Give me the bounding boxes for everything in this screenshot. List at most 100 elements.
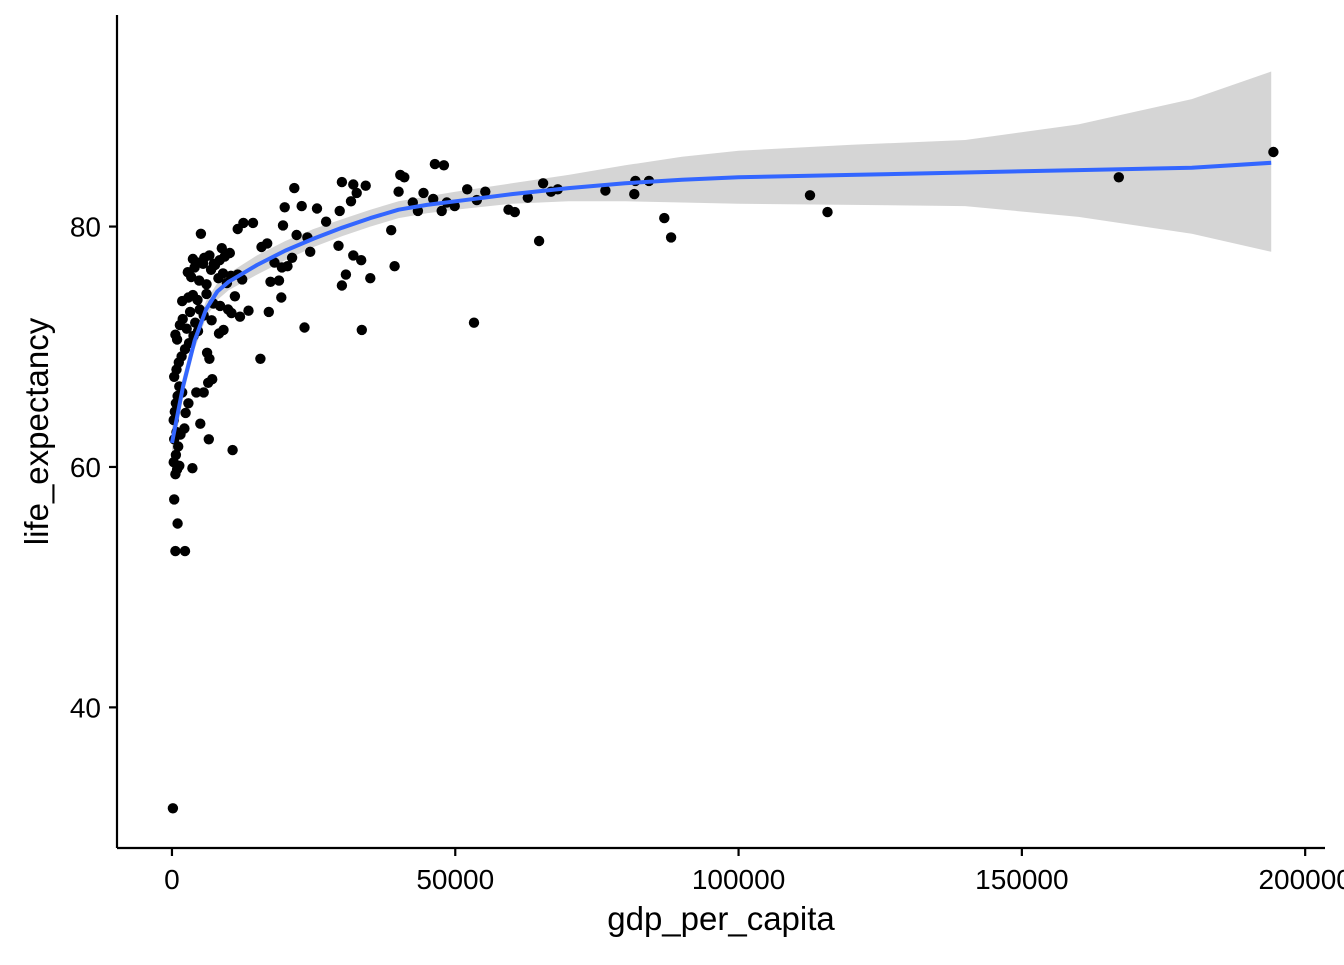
y-tick-label: 60: [70, 452, 101, 483]
x-axis-title: gdp_per_capita: [607, 900, 835, 937]
data-point-18: [227, 444, 238, 456]
data-point-62: [192, 294, 203, 306]
data-point-152: [629, 188, 640, 200]
data-point-120: [365, 273, 376, 284]
data-point-43: [171, 334, 183, 345]
smooth-fit-line: [170, 160, 1272, 444]
data-point-45: [177, 313, 188, 325]
data-point-10: [170, 449, 182, 461]
smooth-line-layer: [170, 160, 1272, 444]
data-point-124: [336, 176, 348, 188]
data-point-123: [351, 187, 362, 199]
data-point-136: [436, 205, 447, 217]
data-point-146: [522, 192, 533, 203]
data-point-25: [180, 407, 191, 419]
data-point-105: [277, 220, 289, 231]
data-point-155: [659, 212, 670, 224]
data-point-51: [206, 315, 217, 326]
data-point-107: [291, 229, 302, 241]
data-point-40: [204, 353, 215, 364]
data-point-68: [243, 305, 254, 316]
y-tick-label: 40: [70, 692, 101, 723]
data-point-65: [214, 300, 226, 312]
data-point-135: [428, 193, 439, 205]
data-point-1: [170, 545, 181, 557]
data-point-99: [262, 238, 273, 249]
data-point-41: [255, 353, 266, 364]
data-point-92: [224, 247, 235, 259]
data-point-102: [269, 257, 280, 268]
data-point-157: [804, 190, 816, 201]
data-point-119: [356, 255, 367, 266]
x-tick-label: 0: [164, 864, 180, 895]
y-tick-label: 80: [70, 212, 101, 243]
data-point-158: [822, 206, 833, 218]
data-point-46: [181, 323, 192, 334]
data-point-115: [333, 240, 344, 251]
data-point-8: [187, 463, 198, 474]
data-point-151: [600, 185, 611, 196]
data-point-109: [305, 246, 316, 257]
data-point-94: [195, 228, 207, 239]
y-axis-ticks: 40 60 80: [70, 212, 117, 723]
data-point-128: [389, 261, 400, 272]
confidence-band-layer: [172, 71, 1272, 461]
data-point-26: [183, 398, 194, 409]
data-point-122: [345, 196, 357, 207]
data-point-48: [190, 317, 201, 328]
data-point-145: [509, 206, 520, 218]
data-point-27: [191, 387, 202, 398]
data-point-93: [216, 243, 227, 254]
data-point-127: [386, 225, 397, 236]
data-point-147: [533, 235, 545, 247]
x-tick-label: 150000: [975, 864, 1068, 895]
data-point-57: [356, 324, 367, 336]
points-layer: [167, 146, 1279, 814]
x-tick-label: 50000: [416, 864, 494, 895]
data-point-160: [1268, 146, 1279, 158]
data-point-4: [169, 494, 180, 505]
data-point-110: [279, 202, 290, 213]
x-axis-ticks: 0 50000 100000 150000 200000: [164, 848, 1344, 895]
data-point-139: [429, 158, 441, 170]
data-point-113: [311, 203, 323, 214]
data-point-101: [273, 275, 285, 286]
data-point-70: [276, 292, 287, 303]
data-point-134: [418, 187, 429, 199]
y-axis-title: life_expectancy: [18, 317, 55, 545]
data-point-17: [203, 434, 214, 445]
x-tick-label: 100000: [692, 864, 785, 895]
data-point-148: [537, 178, 549, 189]
data-point-66: [222, 304, 234, 315]
data-point-80: [217, 268, 229, 279]
data-point-58: [468, 317, 480, 328]
confidence-band: [172, 71, 1272, 461]
data-point-121: [334, 205, 345, 217]
data-point-117: [340, 269, 352, 280]
data-point-16: [195, 418, 206, 429]
data-point-143: [480, 186, 491, 197]
data-point-116: [336, 280, 348, 291]
data-point-28: [198, 387, 209, 398]
data-point-96: [238, 217, 249, 229]
data-point-88: [204, 250, 215, 261]
data-point-104: [282, 261, 293, 272]
data-point-118: [348, 250, 359, 261]
data-point-47: [184, 306, 196, 318]
x-tick-label: 200000: [1258, 864, 1344, 895]
data-point-76: [201, 279, 212, 290]
data-point-159: [1113, 172, 1125, 183]
data-point-156: [665, 232, 677, 243]
data-point-126: [360, 180, 371, 191]
axes-layer: 0 50000 100000 150000 200000 40 60 80 gdp_per_…: [18, 15, 1344, 937]
data-point-140: [438, 160, 450, 171]
data-point-15: [179, 423, 190, 434]
data-point-3: [172, 518, 183, 529]
data-point-53: [218, 324, 229, 336]
data-point-63: [201, 288, 212, 300]
data-point-114: [320, 216, 332, 227]
data-point-67: [229, 291, 241, 302]
data-point-2: [179, 545, 191, 557]
